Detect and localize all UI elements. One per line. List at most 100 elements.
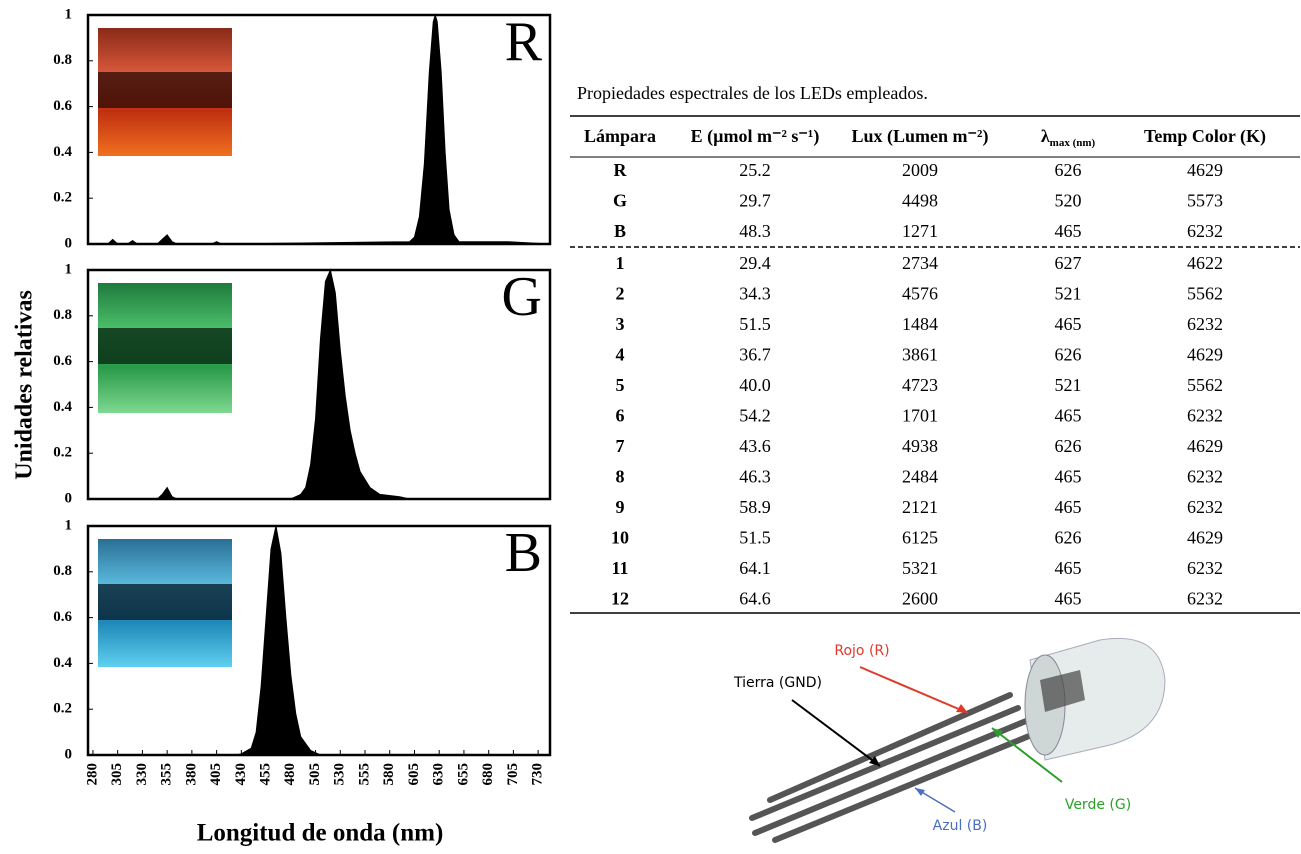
panel-letter: B <box>505 522 542 584</box>
table-cell: 4629 <box>1187 160 1223 180</box>
y-tick-label: 0.6 <box>53 609 72 625</box>
x-tick-label: 505 <box>307 763 323 786</box>
y-tick-label: 0 <box>65 490 73 506</box>
y-tick-label: 0.4 <box>53 399 72 415</box>
table-cell: 5321 <box>902 558 938 578</box>
y-tick-label: 0.2 <box>53 445 72 461</box>
table-cell: 521 <box>1055 284 1082 304</box>
y-tick-label: 0.8 <box>53 563 72 579</box>
table-cell: 2484 <box>902 467 938 487</box>
x-tick-label: 480 <box>282 763 298 786</box>
x-tick-label: 580 <box>381 763 397 786</box>
x-tick-label: 455 <box>258 763 274 786</box>
table-cell: 6232 <box>1187 406 1223 426</box>
table-cell: 465 <box>1055 221 1082 241</box>
x-tick-label: 405 <box>208 763 224 786</box>
y-tick-label: 1 <box>65 6 73 22</box>
row-label: 5 <box>616 375 625 395</box>
x-tick-label: 380 <box>183 763 199 786</box>
table-cell: 465 <box>1055 406 1082 426</box>
table-cell: 51.5 <box>739 314 771 334</box>
led-diagram: Rojo (R) Tierra (GND) Verde (G) Azul (B) <box>733 637 1166 843</box>
y-tick-label: 1 <box>65 517 73 533</box>
table-cell: 626 <box>1055 436 1082 456</box>
y-tick-label: 0 <box>65 235 73 251</box>
table-cell: 626 <box>1055 528 1082 548</box>
table-cell: 64.6 <box>739 589 771 609</box>
y-tick-label: 0.8 <box>53 52 72 68</box>
table-cell: 6232 <box>1187 589 1223 609</box>
spectrum-area <box>92 525 550 756</box>
plot-frame <box>86 268 552 501</box>
header-cell: Lámpara <box>584 126 656 146</box>
x-tick-label: 680 <box>480 763 496 786</box>
table-cell: 6232 <box>1187 221 1223 241</box>
row-label: 11 <box>611 558 628 578</box>
inset-strip <box>98 584 232 620</box>
row-label: 10 <box>611 528 629 548</box>
arrow <box>991 727 1063 783</box>
table-cell: 6232 <box>1187 467 1223 487</box>
header-subscript: max (nm) <box>1050 137 1096 149</box>
row-label: 12 <box>611 589 629 609</box>
table-cell: 4938 <box>902 436 938 456</box>
row-label: G <box>613 191 627 211</box>
table-cell: 2009 <box>902 160 938 180</box>
table-cell: 520 <box>1055 191 1082 211</box>
x-tick-label: 655 <box>455 763 471 786</box>
arrow-head <box>992 728 1003 738</box>
x-tick-label: 280 <box>84 763 100 786</box>
y-tick-label: 0.6 <box>53 98 72 114</box>
y-tick-label: 0.4 <box>53 144 72 160</box>
table-cell: 4629 <box>1187 345 1223 365</box>
table-cell: 627 <box>1055 253 1082 273</box>
table-cell: 465 <box>1055 558 1082 578</box>
y-tick-label: 0.4 <box>53 655 72 671</box>
y-tick-label: 0.6 <box>53 353 72 369</box>
header-symbol: λ <box>1041 126 1050 146</box>
table-cell: 2600 <box>902 589 938 609</box>
led-dome <box>1029 637 1166 761</box>
header-cell: λmax (nm) <box>1041 126 1096 148</box>
table-cell: 1271 <box>902 221 938 241</box>
table-cell: 465 <box>1055 497 1082 517</box>
x-tick-label: 730 <box>530 763 546 786</box>
table-cell: 6232 <box>1187 497 1223 517</box>
table-cell: 465 <box>1055 589 1082 609</box>
row-label: 6 <box>616 406 625 426</box>
y-axis-label: Unidades relativas <box>12 290 38 480</box>
table-cell: 4629 <box>1187 528 1223 548</box>
table-cell: 1701 <box>902 406 938 426</box>
table-cell: 4498 <box>902 191 938 211</box>
y-tick-label: 0.2 <box>53 190 72 206</box>
x-tick-label: 630 <box>431 763 447 786</box>
row-label: 8 <box>616 467 625 487</box>
plot-frame <box>86 13 552 246</box>
y-tick-label: 0.8 <box>53 307 72 323</box>
x-tick-label: 705 <box>505 763 521 786</box>
spectrum-area <box>92 268 550 500</box>
arrow <box>791 699 881 767</box>
arrow <box>859 666 969 714</box>
table-cell: 5562 <box>1187 375 1223 395</box>
inset-strip <box>98 72 232 108</box>
row-label: R <box>614 160 628 180</box>
table-title: Propiedades espectrales de los LEDs empl… <box>577 83 928 103</box>
table-cell: 6232 <box>1187 558 1223 578</box>
x-tick-label: 530 <box>332 763 348 786</box>
row-label: 4 <box>616 345 625 365</box>
table-cell: 40.0 <box>739 375 771 395</box>
row-label: 2 <box>616 284 625 304</box>
plot-frame <box>86 524 552 757</box>
row-label: B <box>614 221 626 241</box>
table-cell: 36.7 <box>739 345 771 365</box>
arrow-head <box>915 788 925 796</box>
inset-strip <box>98 328 232 364</box>
x-tick-label: 355 <box>159 763 175 786</box>
x-axis-label: Longitud de onda (nm) <box>197 820 444 847</box>
table-cell: 29.7 <box>739 191 771 211</box>
table-cell: 465 <box>1055 314 1082 334</box>
table-cell: 54.2 <box>739 406 771 426</box>
table-cell: 5562 <box>1187 284 1223 304</box>
